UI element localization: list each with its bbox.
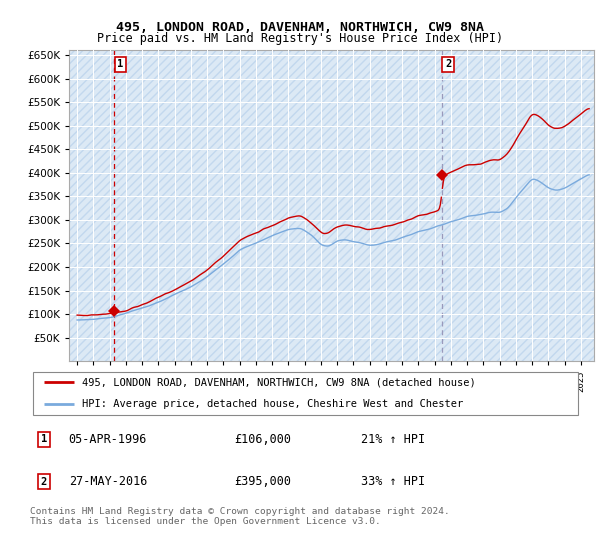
Text: 2: 2 bbox=[445, 59, 451, 69]
Text: HPI: Average price, detached house, Cheshire West and Chester: HPI: Average price, detached house, Ches… bbox=[82, 399, 464, 409]
Text: 1: 1 bbox=[118, 59, 124, 69]
Text: 495, LONDON ROAD, DAVENHAM, NORTHWICH, CW9 8NA: 495, LONDON ROAD, DAVENHAM, NORTHWICH, C… bbox=[116, 21, 484, 34]
Text: £395,000: £395,000 bbox=[234, 475, 291, 488]
Text: 21% ↑ HPI: 21% ↑ HPI bbox=[361, 433, 425, 446]
Text: 33% ↑ HPI: 33% ↑ HPI bbox=[361, 475, 425, 488]
Text: Price paid vs. HM Land Registry's House Price Index (HPI): Price paid vs. HM Land Registry's House … bbox=[97, 32, 503, 45]
Text: Contains HM Land Registry data © Crown copyright and database right 2024.
This d: Contains HM Land Registry data © Crown c… bbox=[30, 507, 450, 526]
Text: 27-MAY-2016: 27-MAY-2016 bbox=[68, 475, 147, 488]
Text: 2: 2 bbox=[41, 477, 47, 487]
Text: 05-APR-1996: 05-APR-1996 bbox=[68, 433, 147, 446]
Text: 1: 1 bbox=[41, 435, 47, 445]
FancyBboxPatch shape bbox=[33, 372, 578, 415]
Text: 495, LONDON ROAD, DAVENHAM, NORTHWICH, CW9 8NA (detached house): 495, LONDON ROAD, DAVENHAM, NORTHWICH, C… bbox=[82, 377, 476, 388]
Text: £106,000: £106,000 bbox=[234, 433, 291, 446]
